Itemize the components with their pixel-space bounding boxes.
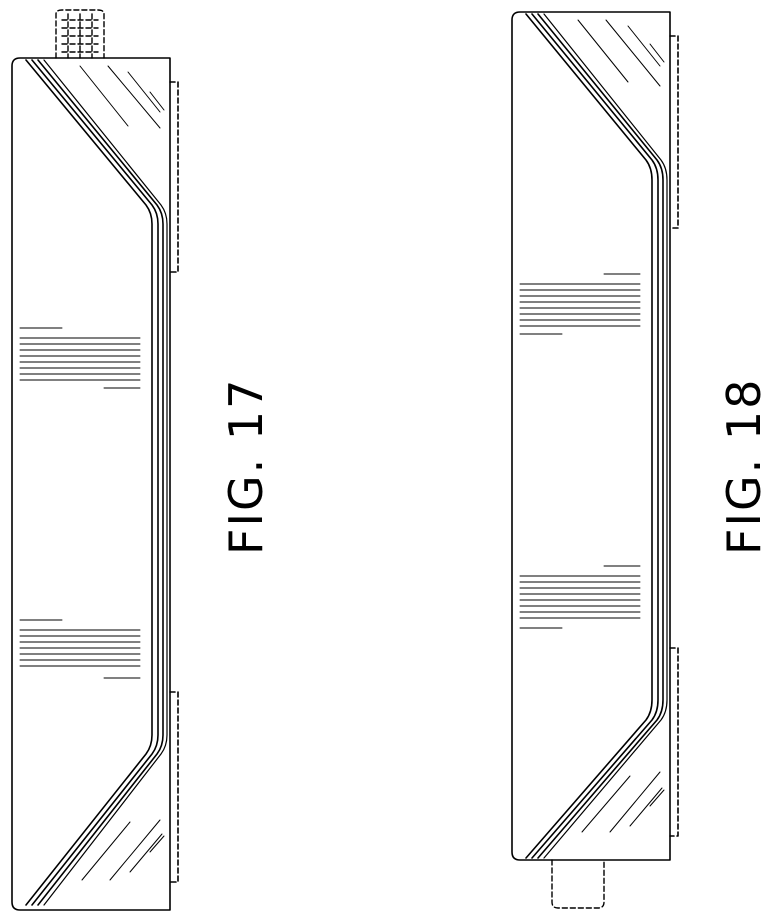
figure-18-drawing (512, 12, 678, 908)
fig18-contour-lines (526, 14, 667, 858)
fig17-top-connector-dashed (56, 10, 104, 58)
fig17-label: FIG. 17 (219, 378, 273, 555)
fig18-label: FIG. 18 (717, 378, 770, 555)
fig18-bottom-connector-dashed (552, 860, 604, 908)
fig18-hatch-upper (520, 274, 640, 334)
fig18-side-bracket-bottom-dashed (670, 648, 678, 836)
fig17-contour-lines (26, 60, 167, 905)
fig17-hatch-upper (20, 328, 140, 388)
fig17-side-bracket-bottom-dashed (170, 692, 178, 882)
figure-17-drawing (12, 10, 178, 910)
fig17-housing-outline (12, 58, 170, 910)
fig18-hatch-lower (520, 566, 640, 628)
fig17-hatch-lower (20, 620, 140, 678)
fig18-side-bracket-top-dashed (670, 36, 678, 228)
fig17-side-bracket-top-dashed (170, 82, 178, 272)
